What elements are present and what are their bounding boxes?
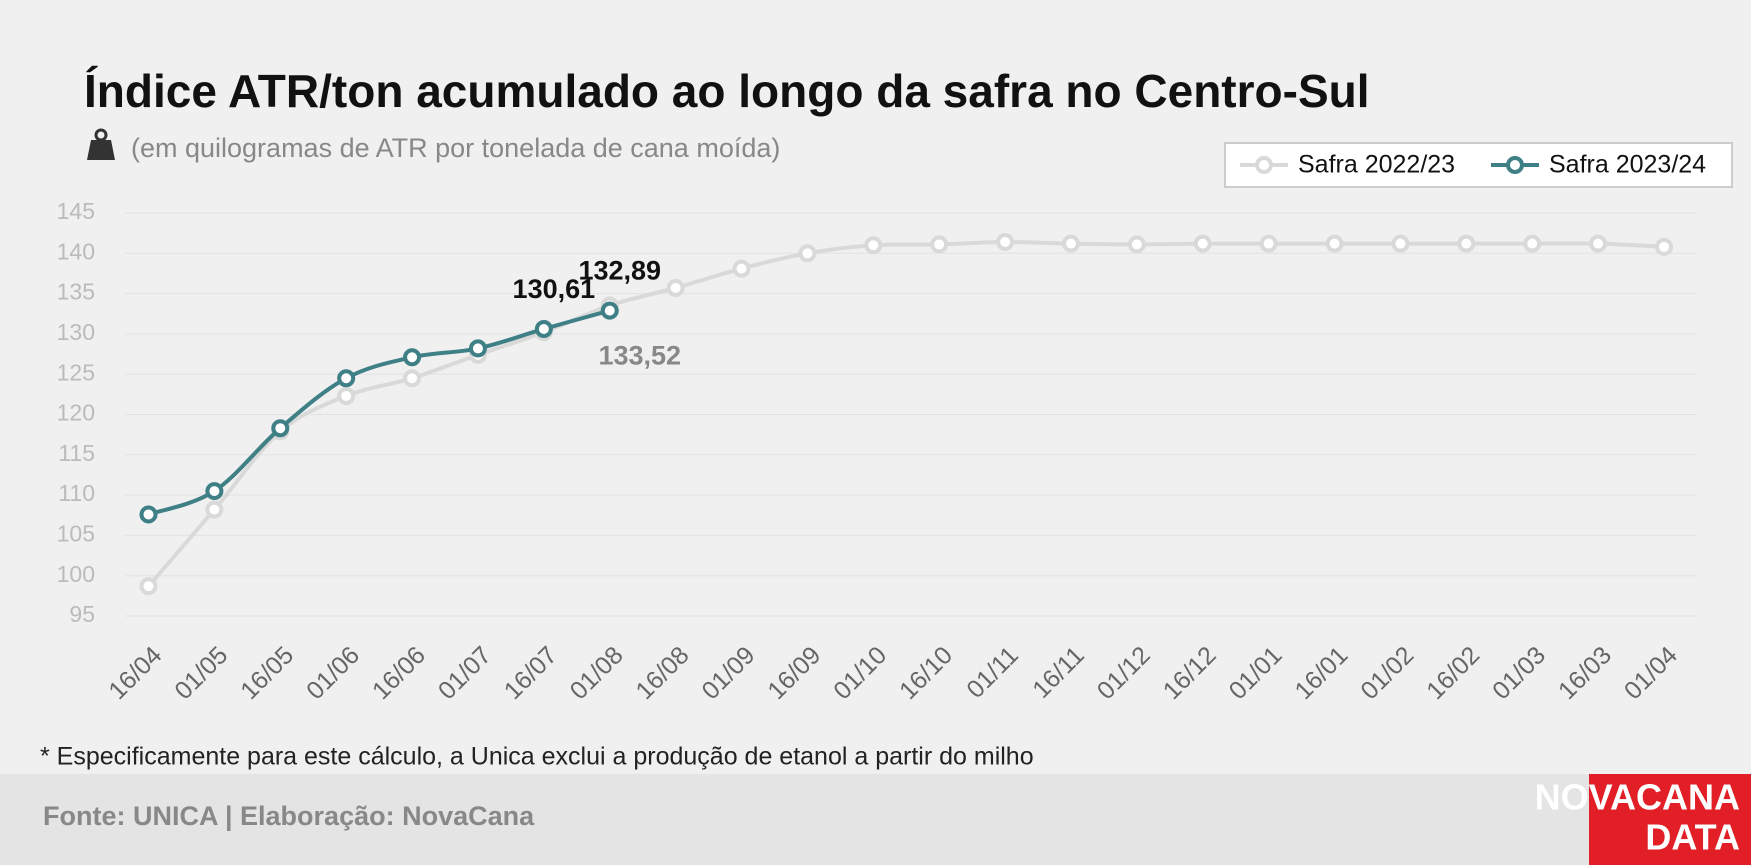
point	[139, 505, 158, 524]
y-tick-label: 140	[57, 238, 95, 264]
point	[864, 236, 883, 255]
footer-band	[0, 774, 1751, 865]
point	[600, 301, 619, 320]
y-tick-label: 100	[57, 561, 95, 587]
legend-label: Safra 2023/24	[1549, 151, 1706, 179]
point	[534, 319, 553, 338]
y-tick-label: 105	[57, 520, 95, 546]
point	[403, 369, 422, 388]
point	[1061, 234, 1080, 253]
legend-marker	[1506, 156, 1524, 174]
logo-text: DATA	[1645, 817, 1740, 858]
point	[930, 235, 949, 254]
legend-box	[1224, 142, 1733, 188]
y-tick-label: 115	[58, 440, 95, 466]
source: Fonte: UNICA | Elaboração: NovaCana	[43, 801, 535, 831]
value-label: 130,61	[513, 274, 596, 304]
legend-marker	[1255, 156, 1273, 174]
value-label: 133,52	[598, 341, 681, 371]
point	[996, 233, 1015, 252]
point	[732, 259, 751, 278]
y-tick-label: 125	[57, 359, 95, 385]
point	[666, 278, 685, 297]
point	[1325, 234, 1344, 253]
point	[1523, 234, 1542, 253]
chart-title: Índice ATR/ton acumulado ao longo da saf…	[84, 65, 1370, 117]
point	[205, 500, 224, 519]
chart-subtitle: (em quilogramas de ATR por tonelada de c…	[131, 133, 780, 163]
y-tick-label: 95	[69, 601, 95, 627]
weight-icon	[87, 128, 115, 160]
point	[1391, 234, 1410, 253]
point	[337, 386, 356, 405]
point	[271, 419, 290, 438]
point	[1457, 234, 1476, 253]
point	[139, 577, 158, 596]
footnote: * Especificamente para este cálculo, a U…	[40, 743, 1034, 771]
point	[1259, 234, 1278, 253]
y-tick-label: 130	[57, 319, 95, 345]
y-tick-label: 135	[57, 279, 95, 305]
point	[1193, 234, 1212, 253]
point	[403, 348, 422, 367]
point	[1127, 235, 1146, 254]
y-tick-label: 110	[58, 480, 95, 506]
point	[1655, 237, 1673, 256]
logo-box	[1589, 774, 1751, 865]
point	[205, 482, 224, 501]
legend-label: Safra 2022/23	[1298, 151, 1455, 179]
point	[1589, 234, 1608, 253]
value-label: 132,89	[578, 256, 661, 286]
point	[468, 339, 487, 358]
y-tick-label: 145	[57, 198, 95, 224]
logo-text: NOVACANA	[1535, 777, 1740, 818]
y-tick-label: 120	[57, 400, 95, 426]
point	[798, 244, 817, 263]
point	[337, 369, 356, 388]
